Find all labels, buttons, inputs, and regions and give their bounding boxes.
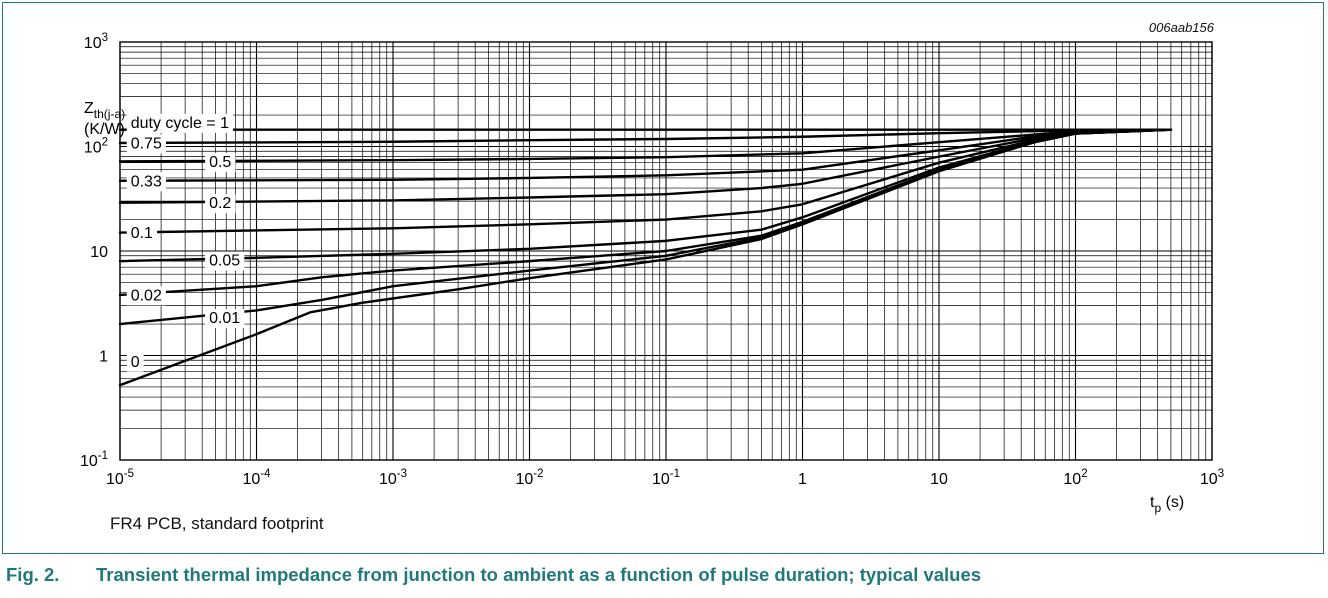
- series-label: 0: [131, 354, 140, 371]
- axis-labels: Zth(j-a)(K/W) tp (s): [84, 100, 1184, 515]
- x-axis-ticks: 10-5 10-4 10-3 10-2 10-1 1 10 102 103: [106, 468, 1224, 488]
- series-line: [118, 128, 1173, 145]
- x-tick-label: 10-2: [515, 468, 543, 488]
- figure-number: Fig. 2.: [6, 564, 60, 585]
- y-tick-label: 102: [84, 137, 108, 157]
- series-label-bg: [126, 134, 166, 154]
- series-label-bg: [126, 172, 166, 192]
- x-tick-label: 10-3: [379, 468, 407, 488]
- series-line: [118, 128, 1173, 204]
- y-tick-label: 10: [90, 244, 108, 261]
- series-label-bg: [205, 309, 245, 329]
- series-label: 0.33: [131, 173, 162, 190]
- x-tick-label: 10-5: [106, 468, 134, 488]
- series-label-bg: [205, 152, 236, 172]
- series-label: 0.02: [131, 287, 162, 304]
- x-tick-label: 102: [1063, 468, 1087, 488]
- series-label-bg: [205, 251, 245, 271]
- series-label-bg: [205, 194, 236, 214]
- chart-curves: [118, 128, 1173, 387]
- y-axis-unit: (K/W): [84, 121, 125, 138]
- x-tick-label: 10-4: [242, 468, 271, 488]
- figure-frame: [2, 2, 1324, 554]
- series-label-bg: [126, 113, 234, 133]
- x-tick-label: 103: [1200, 468, 1224, 488]
- series-label: duty cycle = 1: [131, 115, 229, 132]
- series-label: 0.1: [131, 225, 153, 242]
- chart-series-labels: duty cycle = 1 0.75 0.5 0.33 0.2 0.1 0.05 0.02 0…: [126, 113, 245, 372]
- series-line: [118, 128, 1173, 297]
- series-line: [118, 128, 1173, 326]
- series-label: 0.2: [209, 195, 231, 212]
- series-label-bg: [126, 224, 158, 244]
- series-label-bg: [126, 352, 144, 372]
- x-tick-label: 1: [798, 471, 807, 488]
- series-label: 0.5: [209, 154, 231, 171]
- x-tick-label: 10: [930, 471, 948, 488]
- y-tick-label: 103: [84, 32, 108, 52]
- y-axis-ticks: 10-1 1 10 102 103: [80, 32, 108, 470]
- x-tick-label: 10-1: [652, 468, 680, 488]
- series-label: 0.01: [209, 310, 240, 327]
- y-tick-label: 1: [99, 349, 108, 366]
- figure-code: 006aab156: [1148, 20, 1214, 35]
- series-label-bg: [126, 286, 166, 306]
- figure-note: FR4 PCB, standard footprint: [110, 514, 324, 533]
- plot-border: [119, 41, 1213, 461]
- x-axis-label: tp (s): [1150, 494, 1184, 515]
- y-tick-label: 10-1: [80, 450, 108, 470]
- series-label: 0.75: [131, 136, 162, 153]
- y-axis-label: Zth(j-a): [84, 100, 125, 121]
- figure-caption-line: Fig. 2. Transient thermal impedance from …: [6, 564, 981, 586]
- series-line: [118, 128, 1173, 387]
- series-label: 0.05: [209, 253, 240, 270]
- figure-caption: Transient thermal impedance from junctio…: [96, 564, 982, 585]
